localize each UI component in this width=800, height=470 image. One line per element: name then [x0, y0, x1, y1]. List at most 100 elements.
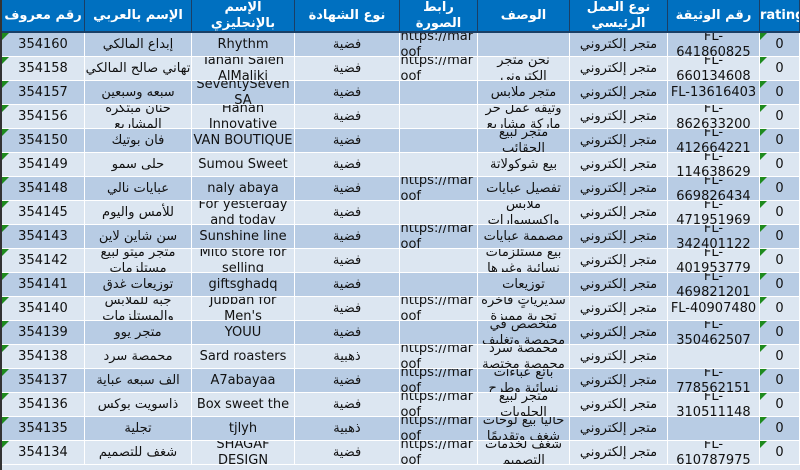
cell-arabic-name[interactable]: حنان مبتكره المشاريع — [85, 105, 192, 129]
cell-description[interactable]: تفصيل عبايات — [478, 177, 570, 201]
cell-description[interactable]: بائع عباءات نسائية وطرح — [478, 369, 570, 393]
cell-arabic-name[interactable]: محمصة سرد — [85, 345, 192, 369]
cell-rating[interactable]: 0 — [760, 57, 800, 81]
cell-arabic-name[interactable]: حلى سمو — [85, 153, 192, 177]
cell-arabic-name[interactable]: الف سبعه عباية — [85, 369, 192, 393]
cell-certificate-type[interactable]: فضية — [295, 81, 400, 105]
cell-rating[interactable]: 0 — [760, 273, 800, 297]
cell-image-link[interactable] — [400, 249, 478, 273]
cell-certificate-type[interactable]: فضية — [295, 321, 400, 345]
cell-rating[interactable]: 0 — [760, 129, 800, 153]
cell-certificate-type[interactable]: فضية — [295, 129, 400, 153]
column-header-english-name[interactable]: الإسم بالإنجليزي — [192, 0, 295, 33]
cell-certificate-type[interactable]: فضية — [295, 153, 400, 177]
column-header-description[interactable]: الوصف — [478, 0, 570, 33]
cell-maroof-number[interactable]: 354142 — [2, 249, 85, 273]
cell-business-type[interactable]: متجر إلكتروني — [570, 273, 668, 297]
cell-rating[interactable]: 0 — [760, 393, 800, 417]
cell-maroof-number[interactable]: 354134 — [2, 441, 85, 465]
cell-document-number[interactable]: FL- 342401122 — [668, 225, 760, 249]
cell-description[interactable]: متجر ملابس — [478, 81, 570, 105]
cell-certificate-type[interactable]: فضية — [295, 297, 400, 321]
cell-business-type[interactable]: متجر إلكتروني — [570, 225, 668, 249]
cell-certificate-type[interactable]: فضية — [295, 273, 400, 297]
cell-image-link[interactable] — [400, 321, 478, 345]
cell-business-type[interactable]: متجر إلكتروني — [570, 321, 668, 345]
cell-certificate-type[interactable]: فضية — [295, 441, 400, 465]
cell-english-name[interactable]: SeventySeven SA — [192, 81, 295, 105]
cell-rating[interactable]: 0 — [760, 297, 800, 321]
cell-english-name[interactable]: SHAGAF DESIGN — [192, 441, 295, 465]
cell-certificate-type[interactable]: فضية — [295, 249, 400, 273]
cell-business-type[interactable]: متجر إلكتروني — [570, 33, 668, 57]
column-header-maroof-number[interactable]: رقم معروف — [2, 0, 85, 33]
cell-image-link[interactable]: https://maroof — [400, 417, 478, 441]
cell-rating[interactable]: 0 — [760, 33, 800, 57]
cell-certificate-type[interactable]: فضية — [295, 369, 400, 393]
cell-business-type[interactable]: متجر إلكتروني — [570, 57, 668, 81]
cell-maroof-number[interactable]: 354158 — [2, 57, 85, 81]
cell-arabic-name[interactable]: شغف للتصميم — [85, 441, 192, 465]
cell-document-number[interactable]: FL- 350462507 — [668, 321, 760, 345]
cell-maroof-number[interactable]: 354135 — [2, 417, 85, 441]
cell-rating[interactable]: 0 — [760, 81, 800, 105]
cell-maroof-number[interactable]: 354141 — [2, 273, 85, 297]
cell-maroof-number[interactable]: 354139 — [2, 321, 85, 345]
cell-image-link[interactable] — [400, 201, 478, 225]
column-header-business-type[interactable]: نوع العمل الرئيسي — [570, 0, 668, 33]
cell-certificate-type[interactable]: فضية — [295, 225, 400, 249]
cell-english-name[interactable]: Tahani Saleh AlMaliki — [192, 57, 295, 81]
cell-description[interactable]: توزيعات — [478, 273, 570, 297]
cell-document-number[interactable] — [668, 417, 760, 441]
cell-certificate-type[interactable]: فضية — [295, 201, 400, 225]
cell-arabic-name[interactable]: عبايات نالي — [85, 177, 192, 201]
cell-rating[interactable]: 0 — [760, 417, 800, 441]
cell-document-number[interactable]: FL-40907480 — [668, 297, 760, 321]
cell-image-link[interactable]: https://maroof — [400, 345, 478, 369]
cell-maroof-number[interactable]: 354137 — [2, 369, 85, 393]
cell-arabic-name[interactable]: سن شاين لاين — [85, 225, 192, 249]
cell-maroof-number[interactable]: 354143 — [2, 225, 85, 249]
cell-image-link[interactable]: https://maroof — [400, 369, 478, 393]
cell-document-number[interactable]: FL- 610787975 — [668, 441, 760, 465]
cell-certificate-type[interactable]: فضية — [295, 57, 400, 81]
cell-business-type[interactable]: متجر إلكتروني — [570, 105, 668, 129]
cell-image-link[interactable]: https://maroof — [400, 57, 478, 81]
cell-rating[interactable]: 0 — [760, 201, 800, 225]
cell-maroof-number[interactable]: 354140 — [2, 297, 85, 321]
cell-business-type[interactable]: متجر إلكتروني — [570, 249, 668, 273]
cell-certificate-type[interactable]: فضية — [295, 105, 400, 129]
cell-arabic-name[interactable]: فان بوتيك — [85, 129, 192, 153]
cell-description[interactable]: شغف لخدمات التصميم — [478, 441, 570, 465]
cell-description[interactable]: وثيقه عمل حر ماركة مشاريع — [478, 105, 570, 129]
cell-maroof-number[interactable]: 354160 — [2, 33, 85, 57]
cell-image-link[interactable]: https://maroof — [400, 225, 478, 249]
cell-document-number[interactable]: FL- 412664221 — [668, 129, 760, 153]
cell-maroof-number[interactable]: 354138 — [2, 345, 85, 369]
cell-description[interactable]: متخصص في محمصة وتغليف — [478, 321, 570, 345]
cell-arabic-name[interactable]: إبداع المالكي — [85, 33, 192, 57]
cell-english-name[interactable]: Jubbah for Men's — [192, 297, 295, 321]
cell-image-link[interactable]: https://maroof — [400, 33, 478, 57]
cell-image-link[interactable] — [400, 273, 478, 297]
cell-english-name[interactable]: Sumou Sweet — [192, 153, 295, 177]
cell-certificate-type[interactable]: فضية — [295, 177, 400, 201]
cell-arabic-name[interactable]: للأمس واليوم — [85, 201, 192, 225]
column-header-image-link[interactable]: رابط الصورة — [400, 0, 478, 33]
cell-image-link[interactable] — [400, 153, 478, 177]
column-header-rating[interactable]: rating — [760, 0, 800, 33]
cell-maroof-number[interactable]: 354136 — [2, 393, 85, 417]
cell-business-type[interactable]: متجر إلكتروني — [570, 417, 668, 441]
cell-document-number[interactable]: FL- 114638629 — [668, 153, 760, 177]
cell-document-number[interactable]: FL-13616403 — [668, 81, 760, 105]
cell-document-number[interactable]: FL- 778562151 — [668, 369, 760, 393]
cell-rating[interactable]: 0 — [760, 177, 800, 201]
cell-arabic-name[interactable]: توزيعات غدق — [85, 273, 192, 297]
cell-image-link[interactable]: https://maroof — [400, 441, 478, 465]
cell-rating[interactable]: 0 — [760, 153, 800, 177]
cell-description[interactable]: محمصة سرد محمصة مختصة — [478, 345, 570, 369]
cell-certificate-type[interactable]: ذهبية — [295, 345, 400, 369]
cell-english-name[interactable]: For yesterday and today — [192, 201, 295, 225]
cell-english-name[interactable]: VAN BOUTIQUE — [192, 129, 295, 153]
cell-description[interactable]: سديرياتٍ فاخره تجربة مميزة — [478, 297, 570, 321]
